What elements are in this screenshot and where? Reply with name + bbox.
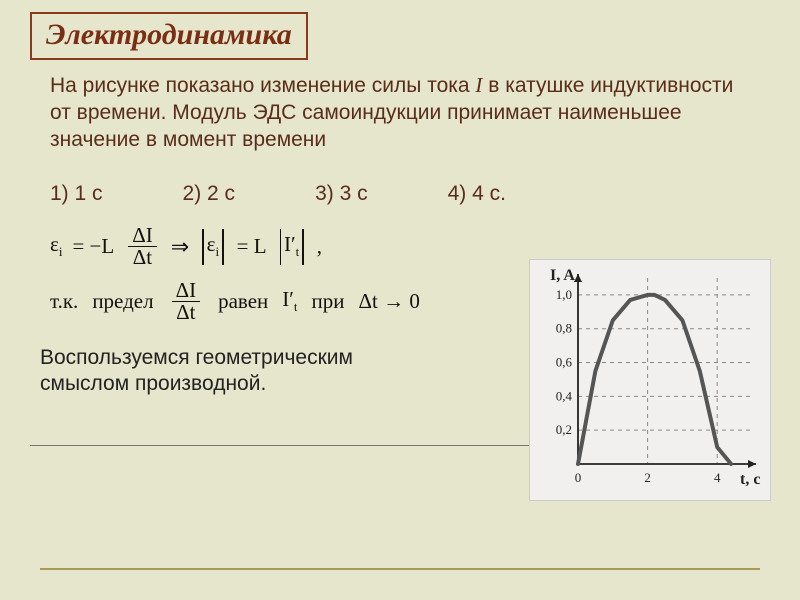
formula-row-1: εi = −L ΔIΔt ⇒ εi = L I′t , — [50, 225, 470, 268]
option-1: 1) 1 с — [50, 182, 103, 206]
formula-block: εi = −L ΔIΔt ⇒ εi = L I′t , т.к. предел … — [50, 225, 470, 335]
option-3: 3) 3 с — [315, 182, 368, 206]
svg-text:0,4: 0,4 — [556, 388, 573, 403]
svg-text:2: 2 — [644, 470, 651, 485]
answer-options: 1) 1 с 2) 2 с 3) 3 с 4) 4 с. — [50, 182, 506, 206]
svg-text:1,0: 1,0 — [556, 287, 572, 302]
option-4: 4) 4 с. — [448, 182, 506, 206]
implies-icon: ⇒ — [171, 234, 189, 260]
problem-text: На рисунке показано изменение силы тока … — [50, 72, 760, 154]
geometric-note: Воспользуемся геометрическим смыслом про… — [40, 345, 420, 398]
option-2: 2) 2 с — [183, 182, 236, 206]
current-vs-time-chart: 0,2 0,4 0,6 0,8 1,0 0 2 4 I, A t, c — [530, 260, 770, 500]
svg-text:0,6: 0,6 — [556, 355, 573, 370]
footer-rule — [40, 568, 760, 570]
svg-text:4: 4 — [714, 470, 721, 485]
svg-text:0: 0 — [575, 470, 582, 485]
svg-text:I, A: I, A — [550, 267, 575, 284]
problem-line-1: На рисунке показано изменение силы тока — [50, 74, 475, 97]
formula-row-2: т.к. предел ΔIΔt равен I′t при Δt → 0 — [50, 280, 470, 323]
page-title: Электродинамика — [30, 12, 308, 60]
svg-text:0,2: 0,2 — [556, 422, 572, 437]
svg-text:t, c: t, c — [740, 471, 760, 488]
axis-extension-line — [30, 445, 530, 446]
svg-text:0,8: 0,8 — [556, 321, 572, 336]
